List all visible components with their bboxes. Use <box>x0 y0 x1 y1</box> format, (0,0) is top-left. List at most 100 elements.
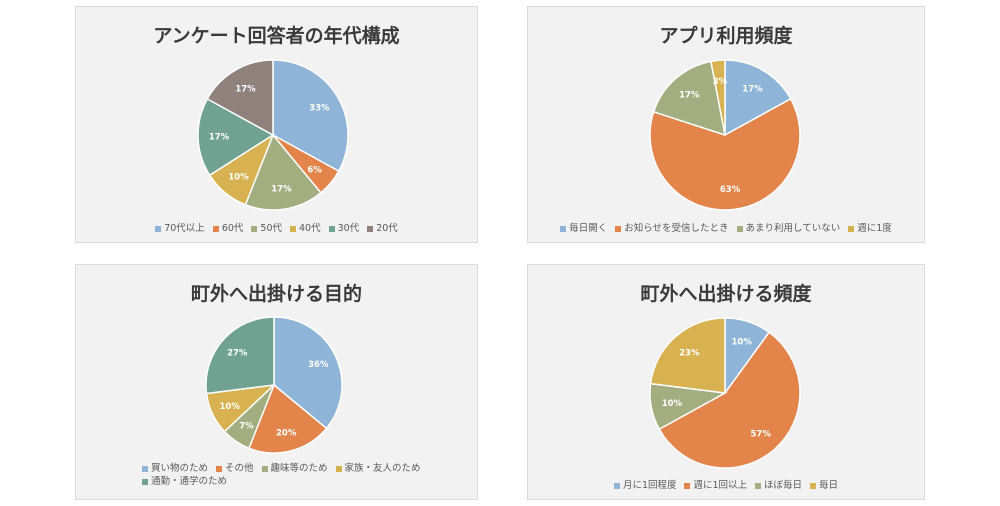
legend-swatch <box>613 482 620 489</box>
pie-chart: 17% 63% 17% 3% <box>649 59 801 211</box>
data-label: 17% <box>271 184 292 194</box>
pie-slice <box>247 383 328 454</box>
pie-slice <box>658 331 801 469</box>
data-label: 10% <box>220 402 241 412</box>
legend-swatch <box>251 225 258 232</box>
chart-title: 町外へ出掛ける頻度 <box>640 283 812 305</box>
legend-swatch <box>290 225 296 232</box>
legend-item: ほぼ毎日 <box>755 479 802 492</box>
app-usage-frequency-chart: アプリ利用頻度 17% 63% 17% 3% 毎日開く お知らせを受信したとき あまり利用… <box>527 6 925 243</box>
pie-chart: 33% 6% 17% 10% 17% 17% <box>197 59 349 211</box>
legend-label: 20代 <box>376 223 398 234</box>
legend-swatch <box>328 225 335 232</box>
data-label: 63% <box>720 185 741 195</box>
legend-item: 週に1度 <box>848 222 892 235</box>
legend-swatch <box>261 465 268 472</box>
legend-swatch <box>212 225 219 232</box>
data-label: 33% <box>309 104 330 114</box>
legend-label: あまり利用していない <box>745 223 841 234</box>
legend-label: 月に1回程度 <box>622 480 677 491</box>
legend-swatch <box>755 482 762 489</box>
legend-item: 40代 <box>290 222 321 235</box>
legend-swatch <box>560 225 567 232</box>
outing-frequency-chart: 町外へ出掛ける頻度 10% 57% 10% 23% 月に1回程度 週に1回以上 ほぼ毎日 毎… <box>527 264 925 500</box>
legend-item: 60代 <box>212 222 244 235</box>
legend-swatch <box>615 225 622 232</box>
legend-swatch <box>684 482 691 489</box>
legend-label: 趣味等のため <box>270 463 328 474</box>
data-label: 17% <box>679 90 700 100</box>
legend-label: お知らせを受信したとき <box>624 223 729 234</box>
legend-swatch <box>216 465 223 472</box>
legend-label: 週に1回以上 <box>693 480 748 491</box>
pie-slice <box>206 59 274 137</box>
data-label: 17% <box>742 85 763 95</box>
legend-label: 週に1度 <box>857 223 892 234</box>
legend-swatch <box>142 478 148 485</box>
legend-swatch <box>142 465 148 472</box>
data-label: 20% <box>276 428 297 438</box>
data-label: 27% <box>227 349 248 359</box>
pie-slice <box>197 97 275 177</box>
legend-item: 50代 <box>251 222 282 235</box>
legend-item: 趣味等のため <box>261 462 328 475</box>
legend-item: 30代 <box>328 222 360 235</box>
chart-legend: 買い物のため その他 趣味等のため 家族・友人のため通勤・通学のため <box>76 462 468 488</box>
legend-item: 毎日開く <box>560 222 607 235</box>
legend-label: 40代 <box>299 223 321 234</box>
legend-swatch <box>335 465 342 472</box>
chart-legend: 70代以上 60代 50代 40代 30代 20代 <box>76 222 477 235</box>
pie-slice <box>724 59 792 137</box>
chart-title: アンケート回答者の年代構成 <box>153 25 400 47</box>
legend-label: 毎日開く <box>569 223 608 234</box>
legend-item: あまり利用していない <box>736 222 841 235</box>
legend-item: 買い物のため <box>142 462 208 475</box>
legend-item: 20代 <box>367 222 398 235</box>
data-label: 10% <box>228 173 249 183</box>
legend-label: 30代 <box>337 223 360 234</box>
legend-label: その他 <box>225 463 254 474</box>
data-label: 23% <box>679 348 700 358</box>
legend-swatch <box>848 225 855 232</box>
data-label: 3% <box>713 77 728 87</box>
chart-legend: 月に1回程度 週に1回以上 ほぼ毎日 毎日 <box>528 479 924 492</box>
data-label: 36% <box>308 360 329 370</box>
legend-swatch <box>155 225 162 232</box>
legend-swatch <box>810 482 817 489</box>
pie-slice <box>244 133 322 211</box>
legend-label: 通勤・通学のため <box>151 476 228 487</box>
legend-label: 買い物のため <box>151 463 209 474</box>
age-composition-chart: アンケート回答者の年代構成 33% 6% 17% 10% 17% 17% 70代以上 60代… <box>75 6 478 243</box>
legend-swatch <box>367 225 374 232</box>
data-label: 10% <box>662 399 683 409</box>
legend-label: 家族・友人のため <box>344 463 421 474</box>
chart-title: アプリ利用頻度 <box>659 25 793 47</box>
outing-purpose-chart: 町外へ出掛ける目的 36% 20% 7% 10% 27% 買い物のため その他 趣味等のため… <box>75 264 478 500</box>
legend-item: 月に1回程度 <box>613 479 677 492</box>
pie-slice <box>205 316 275 395</box>
legend-item: 週に1回以上 <box>684 479 747 492</box>
data-label: 6% <box>307 165 322 175</box>
data-label: 10% <box>732 338 753 348</box>
chart-legend: 毎日開く お知らせを受信したとき あまり利用していない 週に1度 <box>528 222 924 235</box>
pie-slice <box>649 317 726 394</box>
data-label: 17% <box>209 133 230 143</box>
pie-chart: 36% 20% 7% 10% 27% <box>205 316 343 454</box>
legend-label: ほぼ毎日 <box>764 480 803 491</box>
legend-swatch <box>736 225 743 232</box>
pie-slice <box>272 59 349 173</box>
legend-item: 通勤・通学のため <box>142 475 227 488</box>
legend-label: 毎日 <box>819 480 839 491</box>
pie-slice <box>649 97 801 211</box>
pie-slice <box>652 60 726 137</box>
legend-label: 70代以上 <box>164 223 205 234</box>
legend-item: 家族・友人のため <box>335 462 421 475</box>
data-label: 7% <box>239 421 254 431</box>
pie-slice <box>710 59 726 136</box>
legend-item: 70代以上 <box>155 222 205 235</box>
data-label: 17% <box>235 85 256 95</box>
data-label: 57% <box>751 430 772 440</box>
chart-title: 町外へ出掛ける目的 <box>190 283 362 305</box>
legend-label: 60代 <box>221 223 244 234</box>
legend-item: 毎日 <box>810 479 838 492</box>
